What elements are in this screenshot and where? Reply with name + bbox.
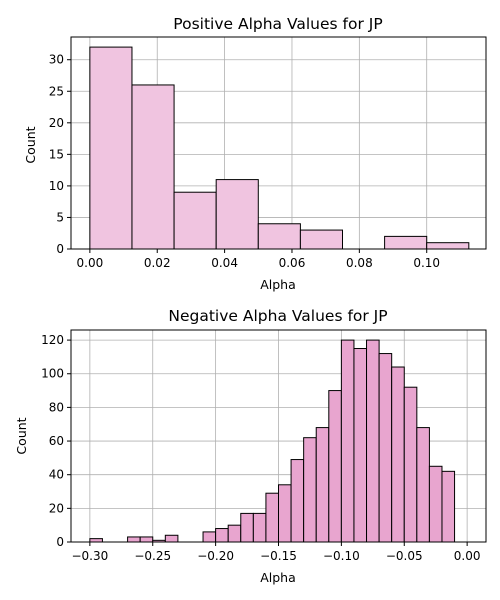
histogram-bar (299, 229, 344, 250)
histogram-bar (173, 191, 217, 250)
histogram-bar (227, 524, 242, 543)
bars (89, 339, 456, 543)
histogram-bar (278, 484, 292, 543)
histogram-bar (416, 427, 430, 543)
y-axis-ticks: 0 20 40 60 80 100 120 (41, 333, 71, 549)
x-tick-label: −0.15 (260, 549, 297, 563)
histogram-bar (378, 353, 393, 543)
x-tick-label: 0.06 (279, 256, 306, 270)
x-tick-label: 0.08 (346, 256, 373, 270)
x-axis-ticks: −0.30 −0.25 −0.20 −0.15 −0.10 −0.05 0.00 (71, 542, 480, 563)
x-tick-label: −0.25 (134, 549, 171, 563)
y-tick-label: 30 (49, 53, 64, 67)
chart-title: Positive Alpha Values for JP (173, 15, 382, 33)
y-tick-label: 10 (49, 179, 64, 193)
histogram-bar (89, 538, 103, 543)
y-tick-label: 120 (41, 333, 64, 347)
histogram-bar (384, 235, 428, 250)
y-tick-label: 40 (49, 468, 64, 482)
y-tick-label: 0 (56, 242, 64, 256)
y-tick-label: 20 (49, 116, 64, 130)
x-tick-label: 0.02 (144, 256, 171, 270)
histogram-bar (139, 536, 154, 543)
y-tick-label: 5 (56, 210, 64, 224)
x-axis-ticks: 0.00 0.02 0.04 0.06 0.08 0.10 (77, 249, 440, 270)
histogram-bar (391, 366, 405, 543)
histogram-bar (131, 84, 175, 250)
histogram-bar (202, 531, 217, 543)
x-axis-label: Alpha (260, 277, 296, 292)
histogram-bar (215, 179, 259, 250)
chart-title: Negative Alpha Values for JP (168, 307, 387, 325)
histogram-bar (328, 390, 342, 543)
x-axis-label: Alpha (260, 570, 296, 585)
y-axis-label: Count (23, 126, 38, 163)
histogram-bar (353, 348, 368, 543)
histogram-bar (164, 534, 179, 543)
histogram-bar (265, 492, 280, 543)
histogram-bar (366, 339, 380, 543)
y-tick-label: 100 (41, 367, 64, 381)
y-tick-label: 20 (49, 501, 64, 515)
x-tick-label: 0.04 (211, 256, 238, 270)
histogram-bar (257, 223, 301, 250)
histogram-bar (426, 242, 470, 250)
y-tick-label: 80 (49, 400, 64, 414)
y-tick-label: 60 (49, 434, 64, 448)
histogram-bar (290, 459, 305, 543)
positive-alpha-chart: Positive Alpha Values for JP 0.00 0.02 0.0… (23, 15, 487, 292)
y-axis-label: Count (14, 417, 29, 454)
negative-alpha-chart: Negative Alpha Values for JP −0.30 −0.25−… (14, 307, 487, 585)
x-tick-label: 0.00 (77, 256, 104, 270)
y-tick-label: 15 (49, 147, 64, 161)
histogram-bar (240, 512, 254, 543)
bars (89, 46, 470, 250)
histogram-bar (315, 427, 330, 543)
x-tick-label: 0.10 (413, 256, 440, 270)
y-axis-ticks: 0 5 10 15 20 25 30 (49, 53, 71, 256)
x-tick-label: −0.30 (71, 549, 108, 563)
histogram-bar (340, 339, 355, 543)
histogram-bar (441, 470, 456, 543)
x-tick-label: 0.00 (454, 549, 481, 563)
histogram-bar (303, 437, 317, 543)
histogram-bar (89, 46, 133, 250)
x-tick-label: −0.10 (323, 549, 360, 563)
histogram-bar (127, 536, 141, 543)
x-tick-label: −0.20 (197, 549, 234, 563)
histogram-bar (252, 512, 267, 543)
y-tick-label: 25 (49, 84, 64, 98)
x-tick-label: −0.05 (386, 549, 423, 563)
histogram-bar (403, 386, 418, 543)
histogram-bar (428, 465, 443, 543)
axes-frame (70, 36, 487, 250)
y-tick-label: 0 (56, 535, 64, 549)
histogram-bar (215, 528, 229, 543)
